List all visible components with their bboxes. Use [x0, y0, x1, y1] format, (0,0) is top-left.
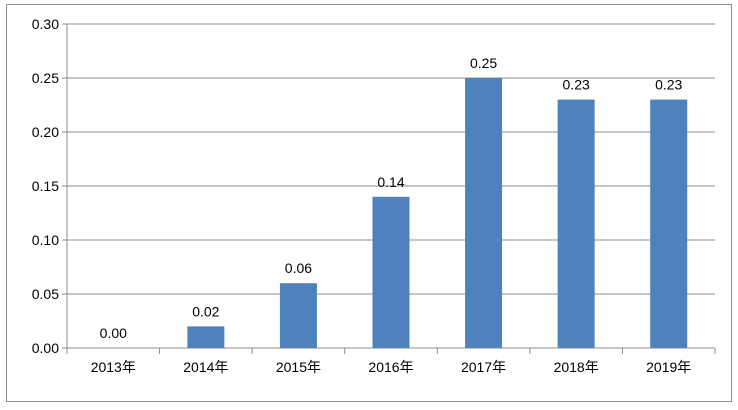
y-tick-labels: 0.00 0.05 0.10 0.15 0.20 0.25 0.30: [32, 16, 59, 356]
bar-2014年: [187, 326, 225, 348]
y-tick-label: 0.00: [32, 340, 59, 356]
x-tick-label: 2017年: [461, 359, 506, 375]
y-tick-label: 0.05: [32, 286, 59, 302]
data-labels: 0.00 0.02 0.06 0.14 0.25 0.23 0.23: [100, 55, 683, 341]
x-tick-label: 2019年: [646, 359, 691, 375]
data-label: 0.25: [470, 55, 497, 71]
data-label: 0.23: [655, 77, 682, 93]
y-tick-label: 0.10: [32, 232, 59, 248]
y-tick-label: 0.25: [32, 70, 59, 86]
data-label: 0.14: [377, 174, 404, 190]
chart-frame: 0.00 0.05 0.10 0.15 0.20 0.25 0.30 2013年 2014年 2…: [6, 4, 732, 402]
x-tick-label: 2015年: [276, 359, 321, 375]
data-label: 0.02: [192, 303, 219, 319]
x-tick-label: 2018年: [554, 359, 599, 375]
bars: [187, 78, 688, 348]
x-tick-label: 2014年: [183, 359, 228, 375]
x-tick-label: 2013年: [91, 359, 136, 375]
bar-chart: 0.000.050.100.150.200.250.30 2013年 2014年 2…: [32, 16, 716, 375]
axes: [62, 23, 716, 354]
x-tick-label: 2016年: [368, 359, 413, 375]
bar-2015年: [279, 283, 317, 348]
bar-2019年: [650, 99, 688, 348]
y-tick-label: 0.15: [32, 178, 59, 194]
bar-2016年: [372, 196, 410, 348]
bar-2017年: [465, 78, 503, 348]
data-label: 0.00: [100, 325, 127, 341]
bar-2018年: [557, 99, 595, 348]
x-tick-labels: 2013年 2014年 2015年 2016年 2017年 2018年 2019年: [91, 359, 692, 375]
y-tick-label: 0.20: [32, 124, 59, 140]
data-label: 0.23: [563, 77, 590, 93]
y-tick-label: 0.30: [32, 16, 59, 32]
data-label: 0.06: [285, 260, 312, 276]
